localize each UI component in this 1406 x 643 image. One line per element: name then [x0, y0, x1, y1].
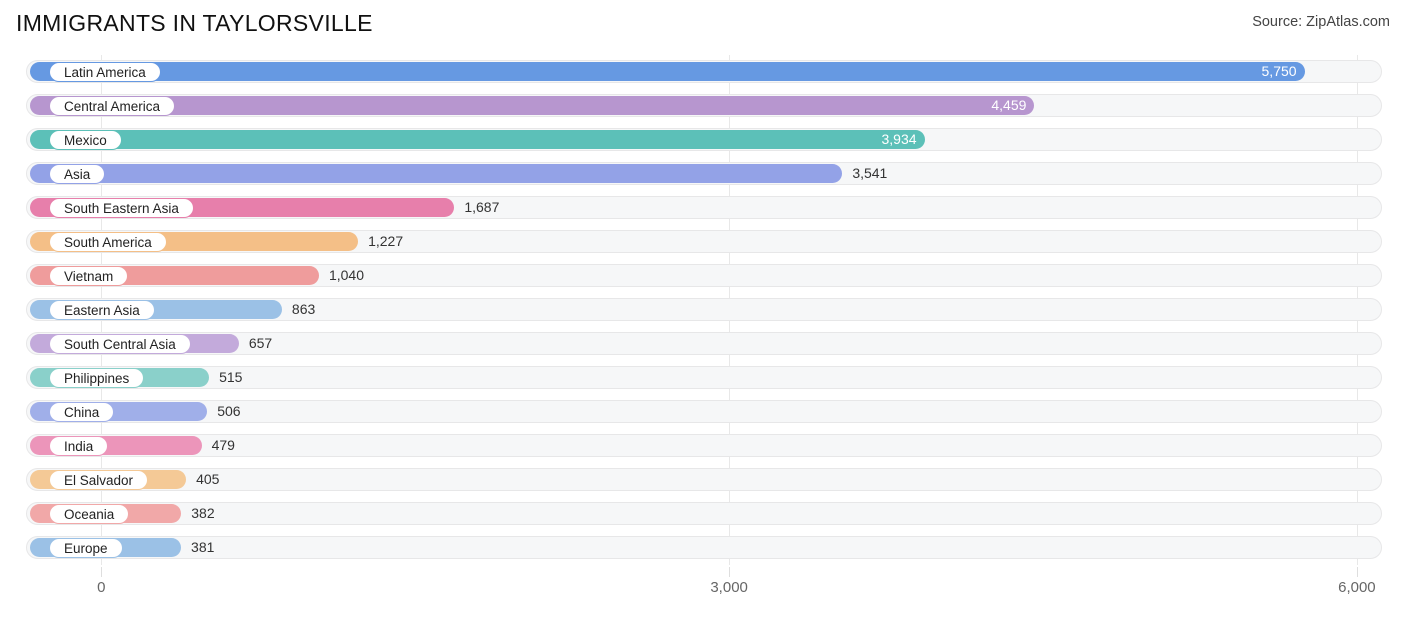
bar-fill [30, 164, 842, 183]
bar-row: Oceania 382 [16, 497, 1390, 531]
bar-row: Eastern Asia 863 [16, 293, 1390, 327]
chart-title: IMMIGRANTS IN TAYLORSVILLE [16, 10, 373, 37]
axis-tick-label: 6,000 [1338, 579, 1376, 596]
bar-row: China 506 [16, 395, 1390, 429]
axis-tick-label: 0 [97, 579, 105, 596]
bar-value: 382 [191, 504, 214, 523]
bar-value: 1,040 [329, 266, 364, 285]
bar-value: 3,541 [852, 164, 887, 183]
chart-area: Latin America 5,750 Central America 4,459 Me… [16, 55, 1390, 603]
bar-fill [30, 62, 1305, 81]
bar-label-pill: Mexico [49, 130, 122, 150]
bar-fill [30, 130, 925, 149]
chart-source: Source: ZipAtlas.com [1252, 10, 1390, 30]
bar-value: 1,687 [464, 198, 499, 217]
bar-row: South Eastern Asia 1,687 [16, 191, 1390, 225]
chart-header: IMMIGRANTS IN TAYLORSVILLE Source: ZipAt… [16, 10, 1390, 37]
bar-label-pill: Vietnam [49, 266, 128, 286]
bar-label-pill: India [49, 436, 108, 456]
bar-label-pill: El Salvador [49, 470, 148, 490]
bar-row: India 479 [16, 429, 1390, 463]
bar-value: 657 [249, 334, 272, 353]
bar-value: 479 [212, 436, 235, 455]
axis-tick-line [101, 567, 102, 577]
bar-label-pill: South Central Asia [49, 334, 191, 354]
chart-bars: Latin America 5,750 Central America 4,459 Me… [16, 55, 1390, 565]
bar-value: 515 [219, 368, 242, 387]
axis-tick-line [729, 567, 730, 577]
bar-value: 381 [191, 538, 214, 557]
bar-track [26, 468, 1382, 491]
bar-value: 4,459 [991, 96, 1026, 115]
bar-label-pill: Central America [49, 96, 175, 116]
bar-row: Europe 381 [16, 531, 1390, 565]
bar-value: 506 [217, 402, 240, 421]
chart-container: IMMIGRANTS IN TAYLORSVILLE Source: ZipAt… [0, 0, 1406, 609]
bar-value: 1,227 [368, 232, 403, 251]
bar-value: 405 [196, 470, 219, 489]
bar-label-pill: Oceania [49, 504, 129, 524]
bar-label-pill: South Eastern Asia [49, 198, 194, 218]
bar-label-pill: Eastern Asia [49, 300, 155, 320]
axis-tick-line [1357, 567, 1358, 577]
bar-row: Latin America 5,750 [16, 55, 1390, 89]
bar-row: El Salvador 405 [16, 463, 1390, 497]
bar-row: Asia 3,541 [16, 157, 1390, 191]
bar-row: Central America 4,459 [16, 89, 1390, 123]
bar-fill [30, 96, 1034, 115]
bar-track [26, 536, 1382, 559]
bar-value: 863 [292, 300, 315, 319]
bar-row: Mexico 3,934 [16, 123, 1390, 157]
bar-label-pill: Asia [49, 164, 105, 184]
bar-label-pill: Latin America [49, 62, 161, 82]
bar-row: South Central Asia 657 [16, 327, 1390, 361]
bar-label-pill: Europe [49, 538, 123, 558]
bar-value: 5,750 [1262, 62, 1297, 81]
bar-value: 3,934 [882, 130, 917, 149]
bar-track [26, 502, 1382, 525]
bar-label-pill: South America [49, 232, 167, 252]
bar-row: Philippines 515 [16, 361, 1390, 395]
bar-row: Vietnam 1,040 [16, 259, 1390, 293]
bar-label-pill: Philippines [49, 368, 144, 388]
bar-row: South America 1,227 [16, 225, 1390, 259]
axis-tick-label: 3,000 [710, 579, 748, 596]
chart-x-axis: 0 3,000 6,000 [16, 567, 1390, 603]
bar-label-pill: China [49, 402, 114, 422]
